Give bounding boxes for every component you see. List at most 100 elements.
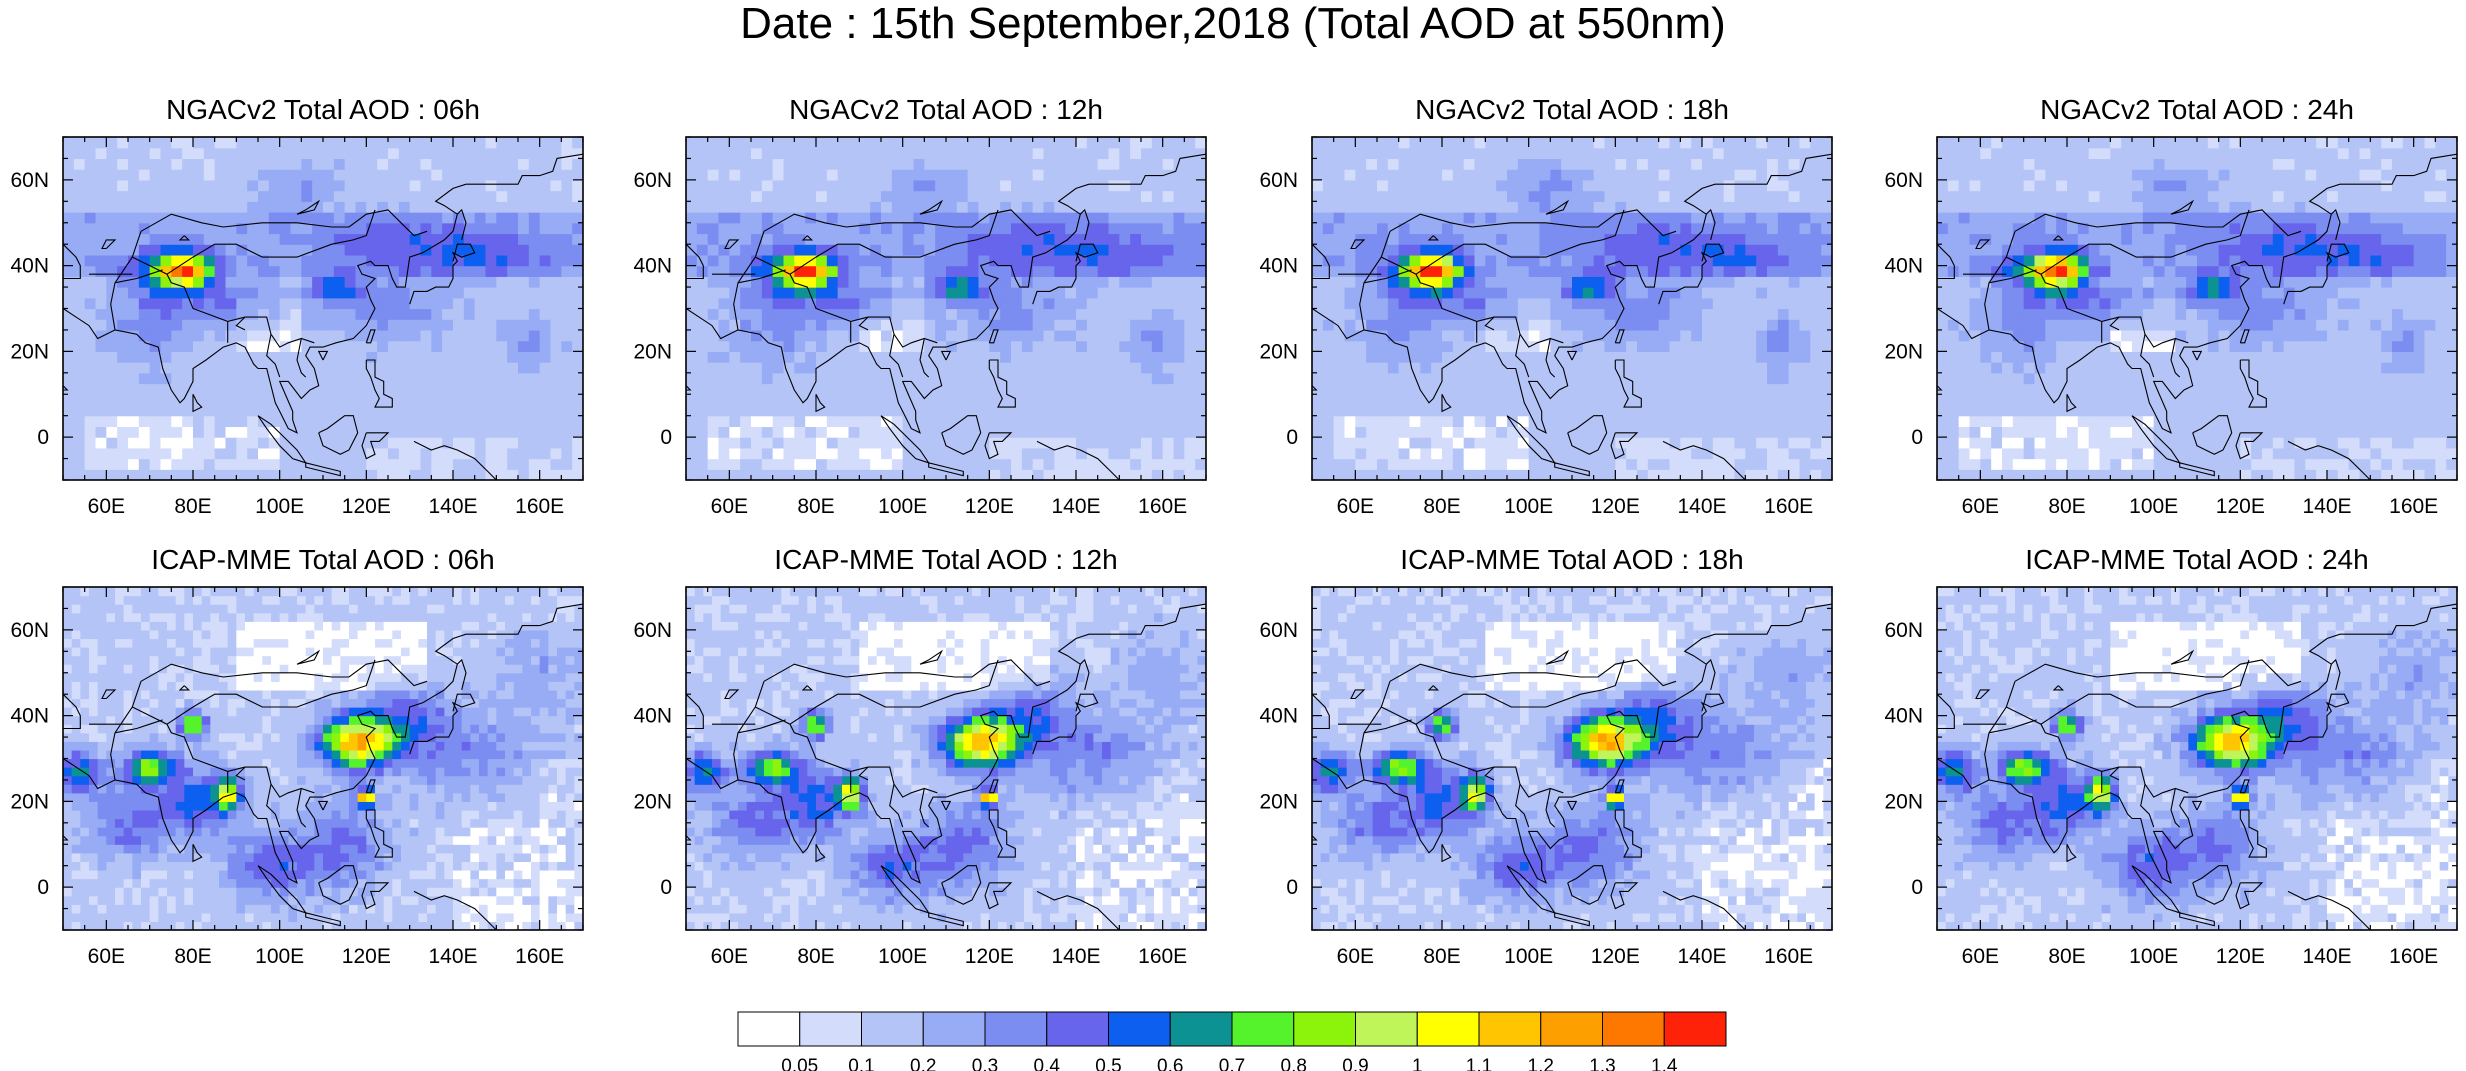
colorbar-label: 0.5 [1095, 1056, 1121, 1071]
colorbar-swatch [1169, 1011, 1233, 1047]
map-panel: 60E 80E 100E 120E 140E 160E 60N 40N 20N 0 ICAP-MME… [10, 544, 584, 968]
x-tick-label: 120E [2216, 945, 2265, 968]
panel-title: NGACv2 Total AOD : 12h [789, 94, 1103, 125]
colorbar-label: 0.2 [910, 1056, 936, 1071]
colorbar-label: 0.4 [1034, 1056, 1061, 1071]
y-tick-label: 40N [10, 705, 49, 728]
x-tick-label: 100E [1504, 945, 1553, 968]
panel-title: NGACv2 Total AOD : 24h [2040, 94, 2354, 125]
colorbar-label: 1.4 [1651, 1056, 1678, 1071]
colorbar-label: 1.2 [1528, 1056, 1554, 1071]
x-tick-label: 80E [174, 495, 211, 518]
aod-field [1312, 587, 1832, 930]
y-tick-label: 40N [1884, 255, 1923, 278]
map-panel: 60E 80E 100E 120E 140E 160E 60N 40N 20N 0 ICAP-MME… [1259, 544, 1833, 968]
x-tick-label: 60E [711, 495, 748, 518]
colorbar-label: 0.9 [1342, 1056, 1368, 1071]
y-tick-label: 0 [1286, 876, 1298, 899]
coastlines [1937, 153, 2457, 480]
panel-title: ICAP-MME Total AOD : 06h [151, 544, 494, 575]
y-tick-label: 20N [1259, 340, 1298, 363]
y-tick-label: 20N [633, 340, 672, 363]
x-tick-label: 120E [965, 945, 1014, 968]
aod-field [1937, 137, 2457, 480]
y-tick-label: 0 [660, 426, 672, 449]
panel-title: NGACv2 Total AOD : 18h [1415, 94, 1729, 125]
x-tick-label: 60E [1962, 495, 1999, 518]
x-tick-label: 100E [1504, 495, 1553, 518]
coastlines [1937, 603, 2457, 930]
x-tick-label: 120E [342, 495, 391, 518]
x-tick-label: 60E [88, 945, 125, 968]
panel-title: ICAP-MME Total AOD : 24h [2025, 544, 2368, 575]
x-tick-label: 100E [255, 945, 304, 968]
map-panel: 60E 80E 100E 120E 140E 160E 60N 40N 20N 0 NGACv2 T… [1259, 94, 1833, 518]
x-tick-label: 100E [2129, 945, 2178, 968]
y-tick-label: 40N [633, 705, 672, 728]
colorbar-swatch [1231, 1011, 1295, 1047]
colorbar-label: 0.05 [781, 1056, 818, 1071]
coastlines [686, 603, 1206, 930]
x-tick-label: 80E [1423, 945, 1460, 968]
x-tick-label: 140E [2302, 495, 2351, 518]
colorbar-swatch [1663, 1011, 1727, 1047]
y-tick-label: 40N [1884, 705, 1923, 728]
map-panel: 60E 80E 100E 120E 140E 160E 60N 40N 20N 0 NGACv2 T… [10, 94, 584, 518]
aod-field [686, 587, 1206, 930]
x-tick-label: 120E [1591, 495, 1640, 518]
y-tick-label: 40N [1259, 705, 1298, 728]
x-tick-label: 80E [797, 495, 834, 518]
coastlines [1312, 603, 1832, 930]
colorbar-swatch [984, 1011, 1048, 1047]
x-tick-label: 80E [174, 945, 211, 968]
x-tick-label: 140E [428, 945, 477, 968]
x-tick-label: 160E [515, 495, 564, 518]
map-panels: 60E 80E 100E 120E 140E 160E 60N 40N 20N 0 NGACv2 T… [10, 94, 2458, 968]
colorbar-label: 0.8 [1281, 1056, 1307, 1071]
y-tick-label: 0 [1286, 426, 1298, 449]
colorbar-swatch [737, 1011, 801, 1047]
x-tick-label: 160E [1764, 495, 1813, 518]
x-tick-label: 100E [2129, 495, 2178, 518]
y-tick-label: 0 [37, 426, 49, 449]
x-tick-label: 80E [797, 945, 834, 968]
x-tick-label: 60E [1337, 495, 1374, 518]
panel-title: ICAP-MME Total AOD : 18h [1400, 544, 1743, 575]
coastlines [686, 153, 1206, 480]
y-tick-label: 60N [10, 619, 49, 642]
x-tick-label: 140E [2302, 945, 2351, 968]
y-tick-label: 0 [660, 876, 672, 899]
x-tick-label: 80E [1423, 495, 1460, 518]
colorbar-swatch [1540, 1011, 1603, 1047]
panel-title: ICAP-MME Total AOD : 12h [774, 544, 1117, 575]
x-tick-label: 160E [515, 945, 564, 968]
y-tick-label: 0 [1911, 426, 1923, 449]
colorbar-swatch [1108, 1011, 1171, 1047]
colorbar-swatch [1478, 1011, 1542, 1047]
colorbar-swatch [1355, 1011, 1418, 1047]
x-tick-label: 60E [1337, 945, 1374, 968]
y-tick-label: 60N [633, 169, 672, 192]
x-tick-label: 160E [2389, 495, 2438, 518]
y-tick-label: 60N [633, 619, 672, 642]
y-tick-label: 20N [633, 790, 672, 813]
x-tick-label: 160E [2389, 945, 2438, 968]
x-tick-label: 160E [1764, 945, 1813, 968]
colorbar-swatch [1293, 1011, 1356, 1047]
x-tick-label: 60E [88, 495, 125, 518]
x-tick-label: 100E [878, 945, 927, 968]
aod-field [686, 137, 1206, 480]
colorbar-label: 1 [1412, 1056, 1423, 1071]
map-panel: 60E 80E 100E 120E 140E 160E 60N 40N 20N 0 NGACv2 T… [1884, 94, 2458, 518]
map-panel: 60E 80E 100E 120E 140E 160E 60N 40N 20N 0 ICAP-MME… [633, 544, 1207, 968]
y-tick-label: 20N [1884, 340, 1923, 363]
x-tick-label: 120E [965, 495, 1014, 518]
colorbar-label: 0.3 [972, 1056, 998, 1071]
aod-field [1312, 137, 1832, 480]
main-title: Date : 15th September,2018 (Total AOD at… [740, 0, 1726, 48]
aod-field [63, 587, 583, 930]
y-tick-label: 60N [1259, 619, 1298, 642]
coastlines [63, 153, 583, 480]
y-tick-label: 60N [1884, 169, 1923, 192]
